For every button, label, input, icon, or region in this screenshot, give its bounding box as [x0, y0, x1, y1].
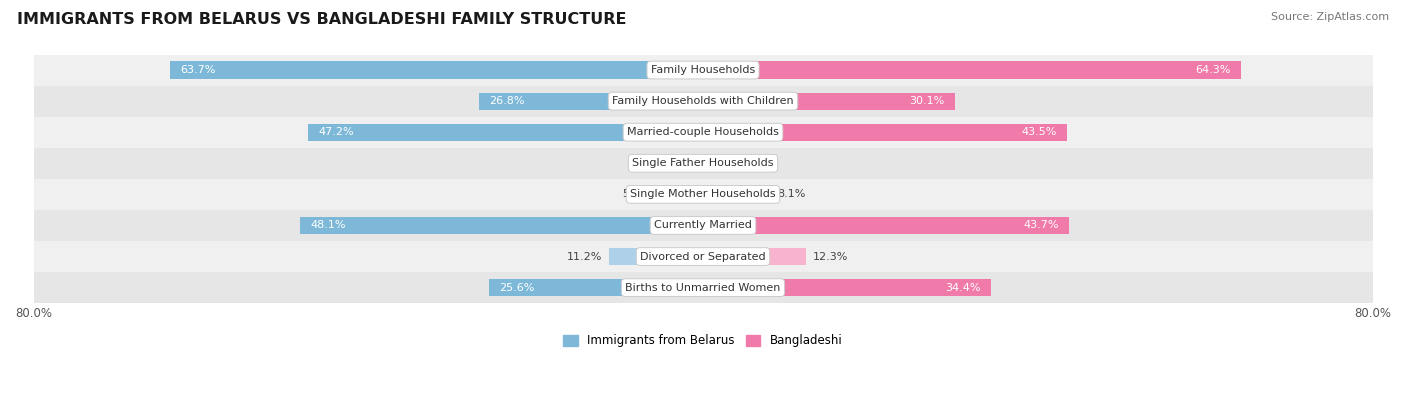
Text: 8.1%: 8.1%: [778, 189, 806, 199]
Text: 63.7%: 63.7%: [180, 65, 215, 75]
Bar: [703, 186, 770, 203]
Bar: [703, 217, 1069, 234]
Text: 3.1%: 3.1%: [735, 158, 763, 168]
Bar: [34, 86, 1372, 117]
Bar: [703, 124, 1067, 141]
Text: 5.5%: 5.5%: [621, 189, 651, 199]
Bar: [170, 62, 703, 79]
Text: 1.9%: 1.9%: [652, 158, 681, 168]
Text: 11.2%: 11.2%: [567, 252, 603, 261]
Text: Family Households with Children: Family Households with Children: [612, 96, 794, 106]
Bar: [703, 248, 806, 265]
Bar: [34, 55, 1372, 86]
Bar: [703, 155, 728, 172]
Text: Single Mother Households: Single Mother Households: [630, 189, 776, 199]
Text: IMMIGRANTS FROM BELARUS VS BANGLADESHI FAMILY STRUCTURE: IMMIGRANTS FROM BELARUS VS BANGLADESHI F…: [17, 12, 626, 27]
Text: Currently Married: Currently Married: [654, 220, 752, 230]
Bar: [34, 241, 1372, 272]
Text: Single Father Households: Single Father Households: [633, 158, 773, 168]
Text: 47.2%: 47.2%: [318, 127, 354, 137]
Text: 34.4%: 34.4%: [945, 283, 981, 293]
Text: 12.3%: 12.3%: [813, 252, 848, 261]
Bar: [34, 179, 1372, 210]
Bar: [34, 210, 1372, 241]
Text: Married-couple Households: Married-couple Households: [627, 127, 779, 137]
Bar: [34, 272, 1372, 303]
Text: 25.6%: 25.6%: [499, 283, 534, 293]
Bar: [609, 248, 703, 265]
Text: 48.1%: 48.1%: [311, 220, 346, 230]
Text: Divorced or Separated: Divorced or Separated: [640, 252, 766, 261]
Text: 30.1%: 30.1%: [910, 96, 945, 106]
Bar: [308, 124, 703, 141]
Bar: [657, 186, 703, 203]
Text: Source: ZipAtlas.com: Source: ZipAtlas.com: [1271, 12, 1389, 22]
Text: 43.7%: 43.7%: [1024, 220, 1059, 230]
Legend: Immigrants from Belarus, Bangladeshi: Immigrants from Belarus, Bangladeshi: [558, 329, 848, 352]
Bar: [688, 155, 703, 172]
Text: Family Households: Family Households: [651, 65, 755, 75]
Bar: [489, 279, 703, 296]
Text: 26.8%: 26.8%: [489, 96, 524, 106]
Bar: [703, 279, 991, 296]
Text: 43.5%: 43.5%: [1022, 127, 1057, 137]
Bar: [703, 62, 1241, 79]
Bar: [34, 117, 1372, 148]
Bar: [478, 92, 703, 110]
Text: 64.3%: 64.3%: [1195, 65, 1232, 75]
Text: Births to Unmarried Women: Births to Unmarried Women: [626, 283, 780, 293]
Bar: [301, 217, 703, 234]
Bar: [34, 148, 1372, 179]
Bar: [703, 92, 955, 110]
